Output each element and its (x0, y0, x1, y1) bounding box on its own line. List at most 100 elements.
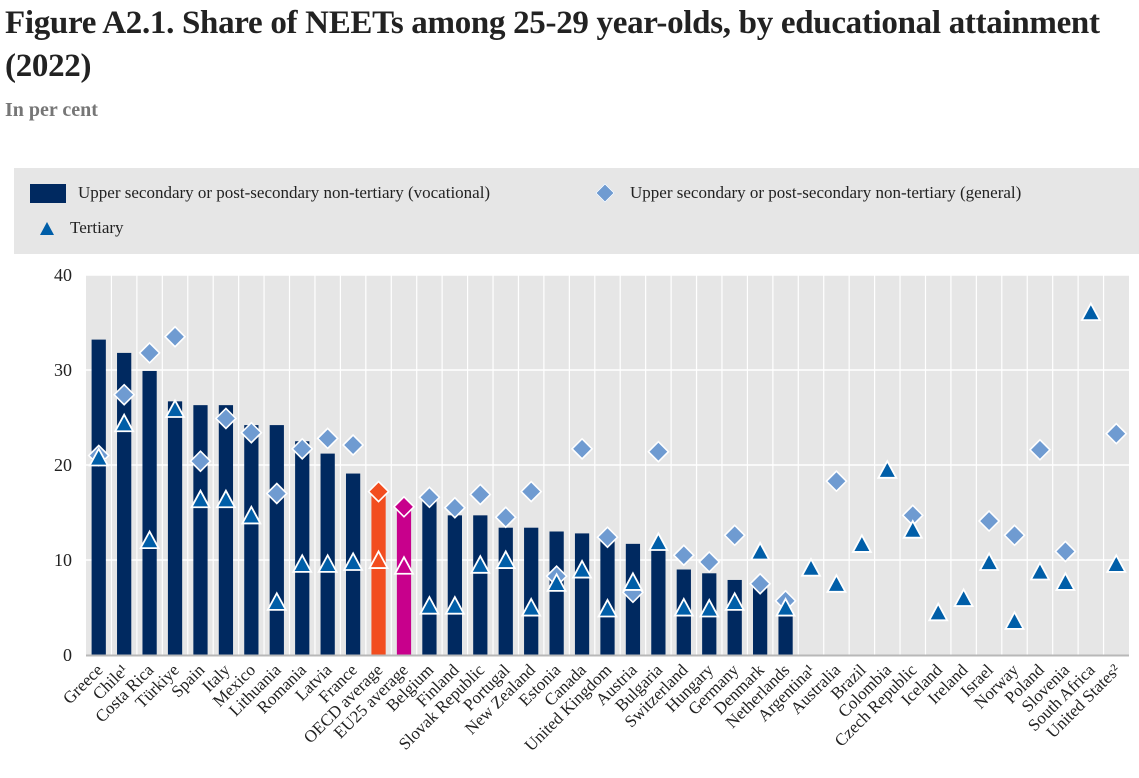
triangle-south-africa (1080, 301, 1102, 322)
triangle-lithuania (266, 591, 288, 611)
bar-slovak-republic (473, 515, 488, 655)
triangle-ireland (953, 587, 975, 607)
triangle-france (342, 551, 364, 571)
marker-series-general (87, 325, 1128, 612)
legend-item-tertiary: Tertiary (36, 218, 124, 238)
diamond-portugal (494, 506, 517, 529)
legend-bar-swatch (30, 183, 66, 203)
diamond-latvia (316, 427, 339, 450)
bar-costa-rica (142, 370, 157, 655)
diamond-spain (189, 450, 212, 473)
diamond-germany (723, 524, 746, 547)
chart-title: Figure A2.1. Share of NEETs among 25-29 … (5, 5, 1100, 84)
triangle-mexico (240, 504, 262, 525)
diamond-israel (977, 509, 1001, 533)
legend-item-general: Upper secondary or post-secondary non-te… (592, 183, 1021, 203)
diamond-new-zealand (520, 480, 543, 503)
diamond-united-states (1105, 422, 1128, 445)
triangle-costa-rica (139, 529, 161, 550)
bar-portugal (498, 527, 513, 655)
triangle-new-zealand (520, 597, 542, 617)
triangle-czech-republic (902, 519, 924, 539)
diamond-mexico (240, 421, 263, 444)
diamond-australia (825, 470, 848, 493)
bar-belgium (422, 501, 437, 655)
y-tick-label: 10 (54, 550, 72, 570)
triangle-t-rkiye (164, 398, 186, 418)
y-tick-label: 20 (54, 455, 72, 475)
legend-label-vocational: Upper secondary or post-secondary non-te… (78, 183, 491, 202)
diamond-lithuania (265, 482, 288, 505)
triangle-finland (444, 595, 466, 615)
bar-germany (727, 579, 742, 655)
triangle-iceland (927, 601, 949, 622)
bar-united-kingdom (600, 541, 615, 655)
diamond-chile (113, 383, 136, 406)
y-tick-label: 30 (54, 360, 72, 380)
bar-eu25-average (396, 506, 412, 655)
y-tick-label: 0 (63, 645, 72, 665)
bar-oecd-average (371, 491, 386, 655)
triangle-norway (1004, 610, 1026, 630)
triangle-belgium (418, 595, 440, 615)
diamond-romania (291, 437, 314, 460)
triangle-romania (291, 553, 313, 573)
triangle-denmark (749, 541, 771, 561)
diamond-finland (443, 496, 466, 519)
bar-bulgaria (651, 550, 666, 655)
triangle-united-states (1105, 553, 1127, 573)
diamond-bulgaria (647, 440, 670, 463)
gridlines (86, 274, 1129, 655)
diamond-hungary (698, 550, 721, 574)
diamond-poland (1028, 438, 1052, 461)
triangle-italy (215, 488, 237, 509)
bar-greece (91, 339, 106, 655)
diamond-costa-rica (138, 341, 161, 365)
y-tick-label: 40 (54, 265, 72, 285)
diamond-france (341, 433, 365, 457)
triangle-spain (189, 488, 211, 509)
bar-spain (193, 405, 208, 655)
triangle-oecd-average (368, 549, 390, 569)
bar-denmark (753, 586, 768, 655)
marker-series-tertiary (88, 301, 1127, 630)
bar-netherlands (778, 610, 793, 655)
legend: Upper secondary or post-secondary non-te… (14, 168, 1139, 254)
diamond-switzerland (672, 544, 695, 567)
bar-italy (218, 405, 234, 655)
triangle-brazil (851, 533, 873, 553)
triangle-colombia (876, 459, 898, 479)
triangle-estonia (546, 572, 568, 592)
diamond-oecd-average (367, 480, 390, 503)
chart-subtitle: In per cent (5, 99, 98, 121)
triangle-australia (825, 573, 847, 593)
bar-t-rkiye (167, 401, 183, 655)
bar-romania (295, 441, 310, 655)
triangle-germany (724, 591, 746, 611)
legend-item-vocational: Upper secondary or post-secondary non-te… (30, 183, 490, 203)
bar-new-zealand (524, 527, 539, 655)
triangle-hungary (698, 598, 720, 618)
diamond-slovenia (1054, 540, 1077, 563)
diamond-norway (1003, 524, 1026, 547)
bar-mexico (244, 425, 259, 655)
legend-label-tertiary: Tertiary (70, 218, 124, 237)
diamond-italy (214, 407, 238, 430)
triangle-eu25-average (393, 555, 415, 575)
bar-lithuania (269, 425, 284, 655)
triangle-bulgaria (647, 531, 669, 551)
triangle-netherlands (775, 597, 797, 617)
diamond-slovak-republic (469, 483, 492, 506)
diamond-t-rkiye (163, 325, 187, 348)
diamond-belgium (418, 486, 441, 509)
bar-canada (574, 533, 590, 655)
triangle-canada (571, 559, 593, 579)
y-axis-ticks: 0 10 20 30 40 (54, 265, 72, 665)
triangle-poland (1029, 560, 1051, 581)
diamond-denmark (749, 572, 772, 595)
triangle-austria (622, 571, 644, 591)
triangle-slovak-republic (469, 554, 491, 574)
triangle-chile (113, 412, 135, 433)
